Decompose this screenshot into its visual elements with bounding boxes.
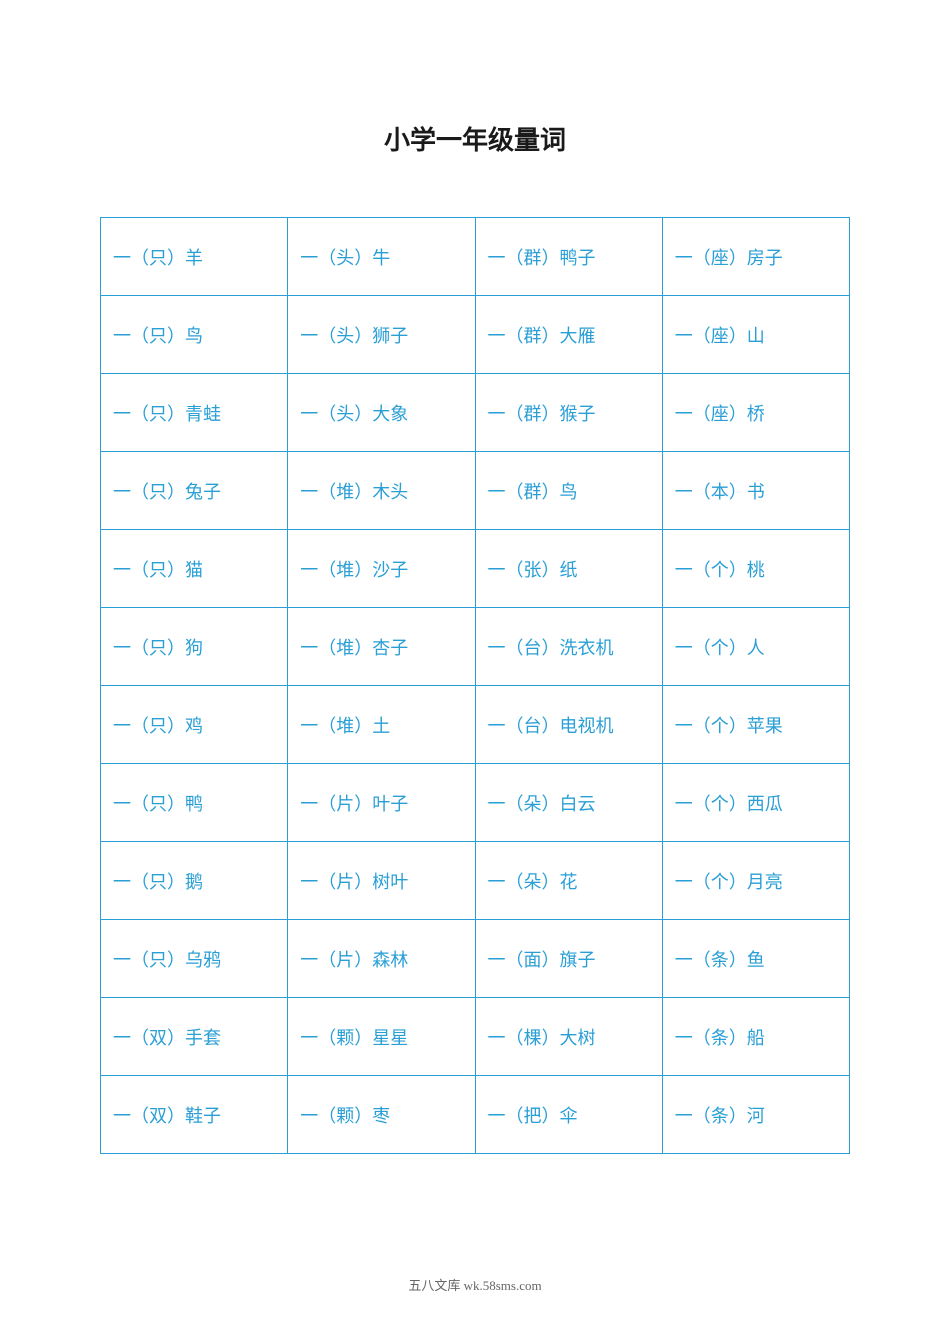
table-cell: 一（只）乌鸦 (101, 920, 288, 998)
table-body: 一（只）羊 一（头）牛 一（群）鸭子 一（座）房子 一（只）鸟 一（头）狮子 一… (101, 218, 850, 1154)
table-cell: 一（只）鸟 (101, 296, 288, 374)
table-cell: 一（堆）木头 (288, 452, 475, 530)
table-cell: 一（只）鹅 (101, 842, 288, 920)
table-row: 一（双）鞋子 一（颗）枣 一（把）伞 一（条）河 (101, 1076, 850, 1154)
table-cell: 一（朵）白云 (475, 764, 662, 842)
table-cell: 一（只）鸭 (101, 764, 288, 842)
table-row: 一（只）鸭 一（片）叶子 一（朵）白云 一（个）西瓜 (101, 764, 850, 842)
table-cell: 一（颗）星星 (288, 998, 475, 1076)
table-cell: 一（把）伞 (475, 1076, 662, 1154)
table-row: 一（只）羊 一（头）牛 一（群）鸭子 一（座）房子 (101, 218, 850, 296)
table-cell: 一（张）纸 (475, 530, 662, 608)
table-cell: 一（台）洗衣机 (475, 608, 662, 686)
table-cell: 一（台）电视机 (475, 686, 662, 764)
table-cell: 一（只）鸡 (101, 686, 288, 764)
table-cell: 一（本）书 (662, 452, 849, 530)
table-cell: 一（群）鸟 (475, 452, 662, 530)
table-cell: 一（条）船 (662, 998, 849, 1076)
table-cell: 一（双）手套 (101, 998, 288, 1076)
table-cell: 一（个）月亮 (662, 842, 849, 920)
table-row: 一（只）狗 一（堆）杏子 一（台）洗衣机 一（个）人 (101, 608, 850, 686)
page-container: 小学一年级量词 一（只）羊 一（头）牛 一（群）鸭子 一（座）房子 一（只）鸟 … (0, 0, 950, 1154)
table-cell: 一（个）苹果 (662, 686, 849, 764)
table-cell: 一（群）猴子 (475, 374, 662, 452)
table-cell: 一（只）羊 (101, 218, 288, 296)
table-row: 一（双）手套 一（颗）星星 一（棵）大树 一（条）船 (101, 998, 850, 1076)
table-cell: 一（头）大象 (288, 374, 475, 452)
measure-words-table: 一（只）羊 一（头）牛 一（群）鸭子 一（座）房子 一（只）鸟 一（头）狮子 一… (100, 217, 850, 1154)
table-cell: 一（朵）花 (475, 842, 662, 920)
table-cell: 一（片）森林 (288, 920, 475, 998)
table-cell: 一（堆）土 (288, 686, 475, 764)
table-cell: 一（头）狮子 (288, 296, 475, 374)
table-row: 一（只）猫 一（堆）沙子 一（张）纸 一（个）桃 (101, 530, 850, 608)
table-cell: 一（片）叶子 (288, 764, 475, 842)
table-cell: 一（个）桃 (662, 530, 849, 608)
table-row: 一（只）兔子 一（堆）木头 一（群）鸟 一（本）书 (101, 452, 850, 530)
table-cell: 一（个）西瓜 (662, 764, 849, 842)
table-cell: 一（棵）大树 (475, 998, 662, 1076)
table-row: 一（只）乌鸦 一（片）森林 一（面）旗子 一（条）鱼 (101, 920, 850, 998)
page-title: 小学一年级量词 (100, 120, 850, 157)
table-cell: 一（座）房子 (662, 218, 849, 296)
table-cell: 一（颗）枣 (288, 1076, 475, 1154)
table-row: 一（只）鸟 一（头）狮子 一（群）大雁 一（座）山 (101, 296, 850, 374)
table-row: 一（只）鸡 一（堆）土 一（台）电视机 一（个）苹果 (101, 686, 850, 764)
table-cell: 一（堆）杏子 (288, 608, 475, 686)
table-cell: 一（座）桥 (662, 374, 849, 452)
table-cell: 一（条）河 (662, 1076, 849, 1154)
table-cell: 一（群）鸭子 (475, 218, 662, 296)
table-cell: 一（只）猫 (101, 530, 288, 608)
table-cell: 一（堆）沙子 (288, 530, 475, 608)
table-row: 一（只）青蛙 一（头）大象 一（群）猴子 一（座）桥 (101, 374, 850, 452)
table-row: 一（只）鹅 一（片）树叶 一（朵）花 一（个）月亮 (101, 842, 850, 920)
table-cell: 一（群）大雁 (475, 296, 662, 374)
table-cell: 一（条）鱼 (662, 920, 849, 998)
table-cell: 一（头）牛 (288, 218, 475, 296)
table-cell: 一（片）树叶 (288, 842, 475, 920)
table-cell: 一（只）青蛙 (101, 374, 288, 452)
page-footer: 五八文库 wk.58sms.com (0, 1275, 950, 1294)
table-cell: 一（个）人 (662, 608, 849, 686)
table-cell: 一（只）狗 (101, 608, 288, 686)
table-cell: 一（座）山 (662, 296, 849, 374)
table-cell: 一（面）旗子 (475, 920, 662, 998)
table-cell: 一（只）兔子 (101, 452, 288, 530)
table-cell: 一（双）鞋子 (101, 1076, 288, 1154)
